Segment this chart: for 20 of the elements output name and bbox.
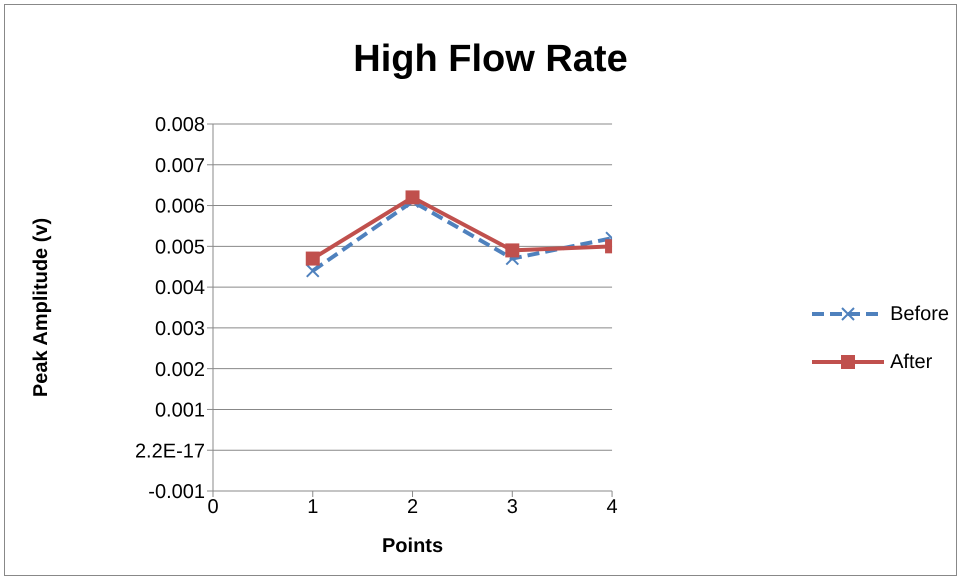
y-axis-title: Peak Amplitude (v) [30,218,52,398]
x-tick-label: 0 [207,496,219,518]
legend-label: Before [890,302,949,326]
chart-title: High Flow Rate [352,38,629,81]
y-tick-label: 0.005 [154,236,205,258]
x-tick-label: 4 [606,496,618,518]
legend-label: After [890,350,932,374]
y-tick-label: -0.001 [148,481,205,504]
y-tick-label: 0.006 [154,196,205,218]
y-tick-label: 0.007 [154,154,205,177]
y-tick-label: 0.001 [154,400,205,422]
x-tick-label: 3 [506,496,518,518]
x-axis-title: Points [382,535,444,557]
y-tick-label: 2.2E-17 [134,440,205,462]
y-tick-label: 0.002 [154,358,205,381]
y-tick-label: 0.003 [154,318,205,340]
y-tick-label: 0.004 [154,277,205,300]
x-tick-label: 2 [406,496,418,518]
x-tick-label: 1 [307,496,318,518]
y-tick-label: 0.008 [154,114,205,136]
